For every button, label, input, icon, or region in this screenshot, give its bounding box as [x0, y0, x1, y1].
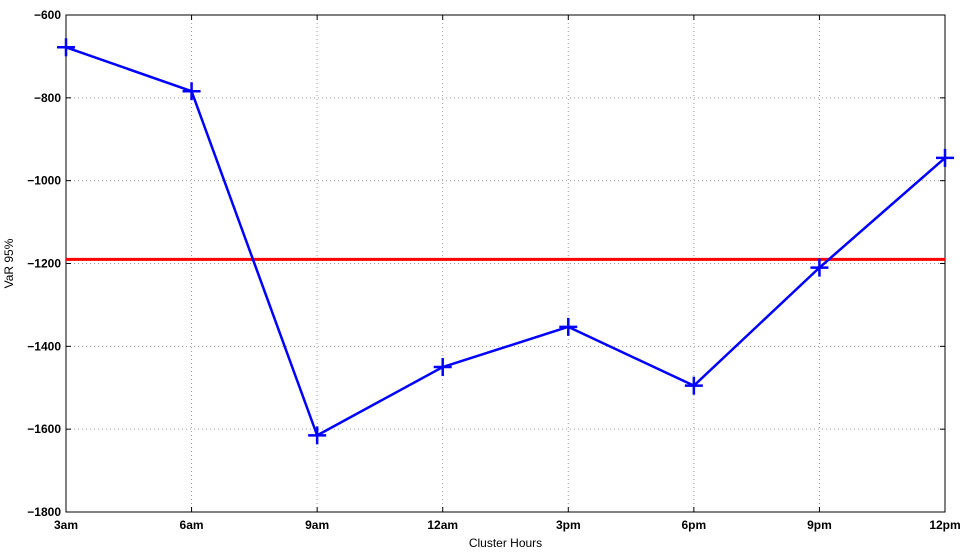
series-layer	[57, 38, 954, 445]
y-tick-label: −1600	[27, 422, 61, 436]
x-axis-label: Cluster Hours	[469, 536, 542, 550]
y-axis-label: VaR 95%	[2, 238, 16, 288]
x-tick-label: 12pm	[929, 518, 960, 532]
x-tick-label: 3pm	[556, 518, 581, 532]
axes-layer	[65, 14, 946, 513]
y-tick-label: −1000	[27, 174, 61, 188]
plus-marker	[559, 317, 578, 336]
plus-marker	[182, 82, 201, 101]
tick-label-layer: 3am 6am 9am 12am 3pm 6pm 9pm 12pm −600 −800 −1000 −…	[27, 8, 960, 532]
y-tick-label: −1800	[27, 505, 61, 519]
x-tick-label: 3am	[54, 518, 78, 532]
y-tick-label: −1400	[27, 339, 61, 353]
axes-box	[65, 14, 946, 513]
plus-marker	[57, 38, 75, 57]
y-tick-label: −600	[34, 8, 61, 22]
plus-marker	[936, 148, 954, 167]
plus-marker	[433, 358, 452, 377]
x-tick-label: 9pm	[807, 518, 832, 532]
y-tick-label: −1200	[27, 257, 61, 271]
plus-marker	[308, 426, 327, 445]
y-tick-label: −800	[34, 91, 61, 105]
plus-marker	[810, 258, 829, 277]
x-tick-label: 12am	[427, 518, 458, 532]
x-tick-label: 9am	[305, 518, 329, 532]
series-line	[65, 46, 946, 437]
plot-area	[66, 15, 945, 512]
plus-marker	[684, 376, 703, 395]
x-tick-label: 6pm	[682, 518, 707, 532]
x-tick-label: 6am	[180, 518, 204, 532]
